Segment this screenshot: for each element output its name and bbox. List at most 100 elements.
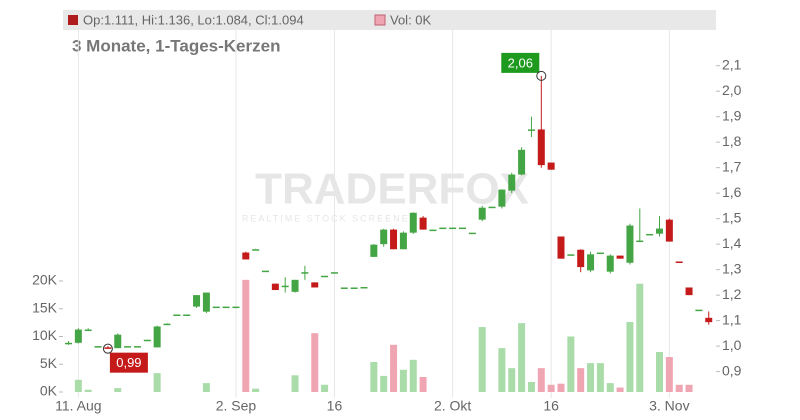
volume-bar [498,348,506,392]
candle-body [262,270,269,273]
candle-body [330,272,338,274]
candle-body [695,309,703,312]
candle-body [636,240,644,243]
x-tick-label: 2. Okt [434,398,471,414]
volume-bar [409,359,417,392]
volume-bar [685,384,693,392]
chart-title: 3 Monate, 1-Tages-Kerzen [72,36,280,55]
candle-body [498,189,506,207]
volume-bar [291,375,299,392]
candle-body [468,232,476,235]
volume-bar [675,384,683,392]
y-tick-label: 1,1 [722,311,742,327]
candle-body [143,339,151,342]
candle-body [508,174,516,191]
candle-body [488,206,496,209]
candle-body [163,323,171,326]
candle-body [242,252,250,260]
candle-body [685,287,693,296]
volume-bar [527,382,535,392]
candle-body [301,272,309,274]
volume-text: Vol: 0K [390,12,432,27]
candle-body [173,314,181,317]
volume-bar [547,384,555,392]
volume-bar [370,362,378,392]
candle-body [133,346,141,348]
volume-bar [153,373,161,392]
candle-body [675,261,683,263]
candle-body [212,306,220,309]
candle-body [291,279,299,292]
y2-tick-label: 10K [32,327,58,343]
watermark-brand: TRADERFOX [255,165,529,214]
candle-body [616,255,624,259]
candle-body [183,314,191,317]
candle-body [124,346,132,348]
volume-bar [577,368,585,392]
y2-tick-label: 20K [32,272,58,288]
volume-bar [626,322,634,392]
candle-body [478,207,486,220]
volume-bar [419,377,427,392]
candle-body [252,249,260,251]
candle-body [537,129,545,166]
volume-bar [587,363,595,392]
annotation-marker [536,70,547,81]
candle-body [646,233,654,236]
y-tick-label: 1,3 [722,260,742,276]
candle-body [656,228,663,234]
candle-body [94,346,102,348]
candle-body [527,129,535,131]
watermark-tagline: REALTIME STOCK SCREENER [242,213,418,223]
candle-body [370,244,378,257]
volume-bar [567,336,575,392]
y-tick-label: 2,0 [722,82,742,98]
y-tick-label: 2,1 [722,56,742,72]
volume-bar [557,383,565,392]
y-tick-label: 0,9 [722,362,742,378]
y-tick-label: 1,0 [722,337,742,353]
volume-bar [114,388,122,392]
candle-body [114,334,122,349]
annotation-marker [102,343,113,354]
volume-bar [380,375,388,392]
y-tick-label: 1,8 [722,133,742,149]
candle-body [321,275,329,278]
volume-icon [374,14,386,26]
candle-body [390,229,398,250]
volume-bar [478,327,486,392]
volume-bar [74,379,82,392]
candle-body [429,229,437,232]
volume-bar [202,383,210,392]
candle-body [399,232,407,250]
candle-body [626,225,634,263]
volume-bar [399,369,407,392]
candle-body [419,217,427,230]
volume-bar [665,357,673,392]
x-tick-label: 11. Aug [55,398,101,414]
y2-tick-label: 5K [40,355,58,371]
y2-tick-label: 0K [40,383,58,399]
candle-body [222,306,230,309]
header-band [63,10,716,30]
ohlc-text: Op:1.111, Hi:1.136, Lo:1.084, Cl:1.094 [83,12,304,27]
x-tick-label: 16 [543,398,559,414]
y-tick-label: 1,2 [722,286,742,302]
candle-body [65,342,72,345]
candle-body [350,287,358,289]
candle-body [705,317,713,323]
volume-bar [311,333,319,392]
volume-bar [321,384,329,392]
candle-body [665,219,673,242]
volume-bar [606,383,614,392]
candle-body [84,329,92,332]
candle-body [311,282,319,288]
candle-body [567,254,575,256]
x-tick-label: 3. Nov [649,398,689,414]
candle-body [577,249,585,268]
volume-bar [508,368,516,392]
y-tick-label: 1,4 [722,235,742,251]
candle-body [587,254,595,271]
volume-bar [636,283,644,392]
